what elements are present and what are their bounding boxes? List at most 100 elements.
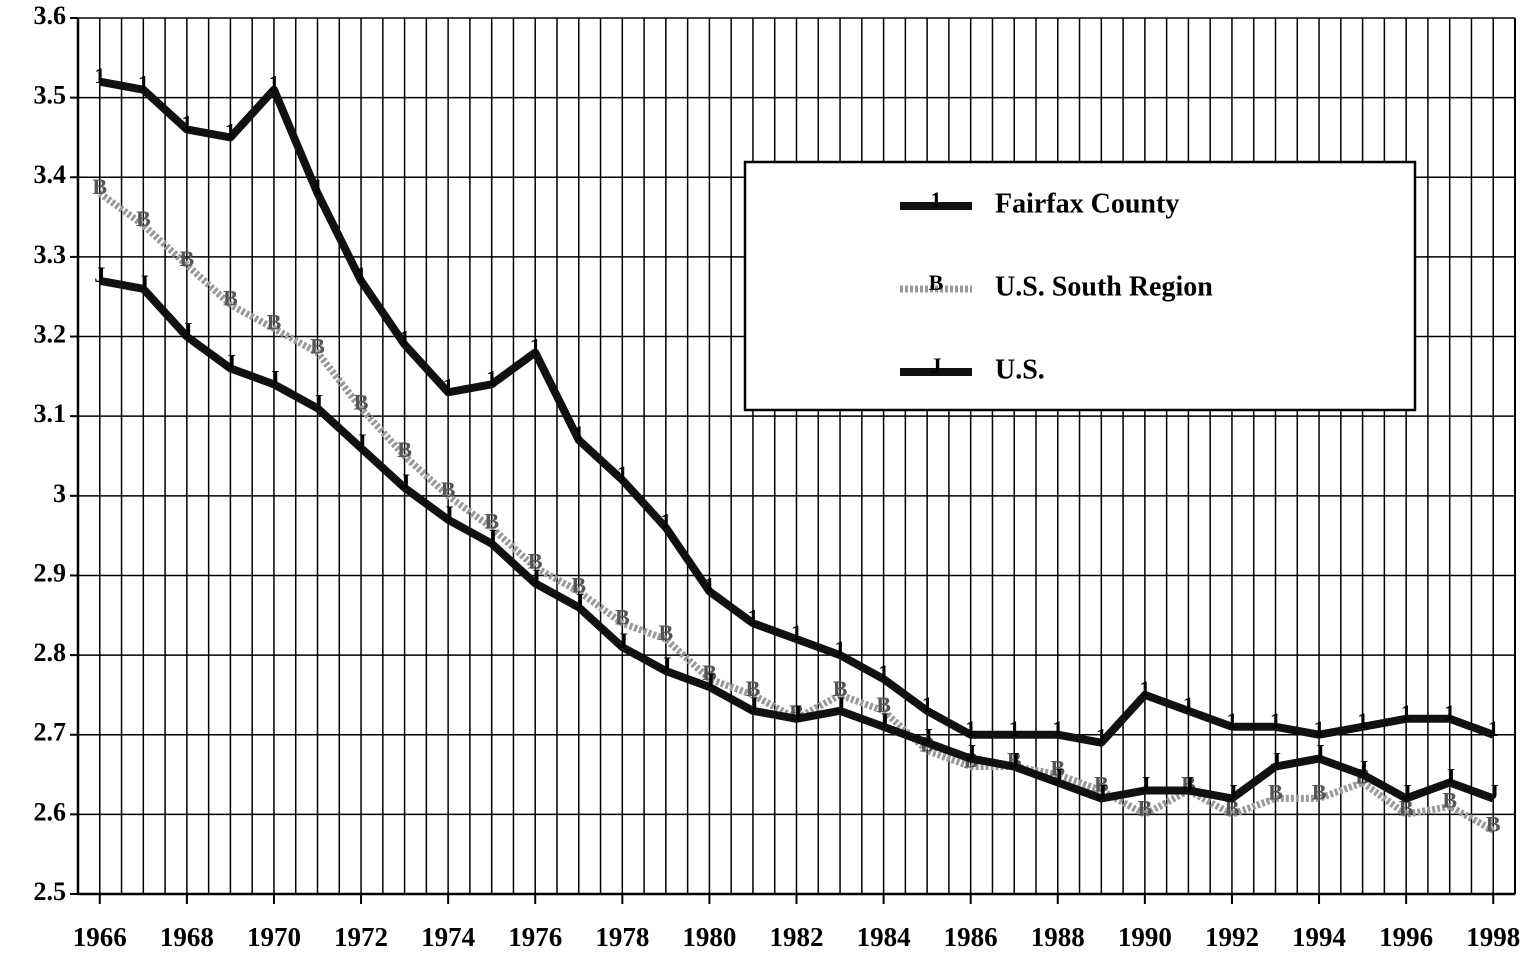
point-marker: J — [268, 365, 279, 390]
point-marker: J — [660, 652, 671, 677]
point-marker: 1 — [138, 71, 149, 96]
point-marker: 1 — [1226, 708, 1237, 733]
point-marker: J — [1009, 748, 1020, 773]
point-marker: 1 — [1270, 708, 1281, 733]
x-tick-label: 1974 — [421, 922, 475, 952]
point-marker: B — [1442, 787, 1457, 812]
point-marker: 1 — [1401, 700, 1412, 725]
y-tick-label: 2.6 — [34, 797, 67, 826]
point-marker: J — [1052, 764, 1063, 789]
y-tick-label: 3.4 — [34, 160, 67, 189]
point-marker: J — [181, 318, 192, 343]
point-marker: B — [1268, 779, 1283, 804]
point-marker: 1 — [1314, 716, 1325, 741]
legend-marker: 1 — [931, 187, 942, 212]
point-marker: 1 — [225, 119, 236, 144]
point-marker: J — [1183, 772, 1194, 797]
x-tick-label: 1982 — [770, 922, 824, 952]
point-marker: J — [1357, 756, 1368, 781]
point-marker: 1 — [1444, 700, 1455, 725]
x-tick-label: 1968 — [160, 922, 214, 952]
x-tick-label: 1990 — [1118, 922, 1172, 952]
y-tick-label: 3.2 — [34, 320, 67, 349]
point-marker: J — [138, 270, 149, 295]
point-marker: J — [225, 349, 236, 374]
point-marker: 1 — [312, 174, 323, 199]
point-marker: B — [484, 509, 499, 534]
legend-label: U.S. South Region — [995, 271, 1213, 302]
point-marker: J — [1226, 779, 1237, 804]
point-marker: 1 — [791, 620, 802, 645]
x-tick-label: 1966 — [73, 922, 127, 952]
point-marker: 1 — [356, 262, 367, 287]
x-tick-label: 1994 — [1292, 922, 1346, 952]
legend-marker: B — [929, 270, 944, 295]
point-marker: 1 — [1357, 708, 1368, 733]
point-marker: 1 — [835, 636, 846, 661]
point-marker: 1 — [1096, 724, 1107, 749]
point-marker: J — [1314, 740, 1325, 765]
point-marker: B — [1312, 779, 1327, 804]
y-tick-label: 2.5 — [34, 877, 67, 906]
point-marker: J — [486, 525, 497, 550]
point-marker: J — [356, 429, 367, 454]
point-marker: J — [1270, 748, 1281, 773]
point-marker: B — [180, 246, 195, 271]
x-tick-label: 1986 — [944, 922, 998, 952]
legend-label: Fairfax County — [995, 188, 1179, 219]
point-marker: B — [441, 477, 456, 502]
point-marker: J — [443, 501, 454, 526]
point-marker: J — [704, 668, 715, 693]
point-marker: 1 — [965, 716, 976, 741]
point-marker: J — [399, 469, 410, 494]
point-marker: J — [94, 262, 105, 287]
point-marker: J — [1401, 779, 1412, 804]
point-marker: B — [702, 660, 717, 685]
point-marker: B — [1486, 811, 1501, 836]
point-marker: B — [310, 334, 325, 359]
point-marker: 1 — [1009, 716, 1020, 741]
point-marker: B — [615, 604, 630, 629]
x-tick-label: 1998 — [1466, 922, 1520, 952]
point-marker: 1 — [747, 604, 758, 629]
point-marker: 1 — [1488, 716, 1499, 741]
point-marker: 1 — [399, 326, 410, 351]
point-marker: B — [92, 174, 107, 199]
y-tick-label: 3.3 — [34, 240, 67, 269]
y-tick-label: 3.1 — [34, 399, 67, 428]
point-marker: B — [833, 676, 848, 701]
legend: 1 Fairfax County B U.S. South Region J U.S. — [743, 160, 1417, 412]
point-marker: 1 — [1183, 692, 1194, 717]
y-tick-label: 2.9 — [34, 558, 67, 587]
legend-label: U.S. — [995, 354, 1045, 385]
x-tick-label: 1970 — [247, 922, 301, 952]
point-marker: B — [659, 620, 674, 645]
point-marker: 1 — [660, 509, 671, 534]
point-marker: B — [528, 549, 543, 574]
point-marker: 1 — [1139, 676, 1150, 701]
point-marker: 1 — [617, 461, 628, 486]
y-tick-label: 2.7 — [34, 718, 67, 747]
point-marker: B — [223, 286, 238, 311]
point-marker: 1 — [443, 373, 454, 398]
point-marker: 1 — [573, 421, 584, 446]
x-tick-label: 1972 — [334, 922, 388, 952]
legend-marker: J — [931, 353, 942, 378]
point-marker: J — [1488, 779, 1499, 804]
point-marker: J — [965, 740, 976, 765]
x-tick-label: 1996 — [1379, 922, 1433, 952]
point-marker: J — [312, 389, 323, 414]
point-marker: 1 — [704, 572, 715, 597]
y-tick-label: 3.5 — [34, 81, 67, 110]
point-marker: 1 — [268, 71, 279, 96]
point-marker: J — [878, 708, 889, 733]
point-marker: 1 — [94, 63, 105, 88]
point-marker: B — [571, 572, 586, 597]
point-marker: B — [136, 206, 151, 231]
point-marker: J — [791, 700, 802, 725]
y-tick-label: 3.6 — [34, 1, 67, 30]
x-tick-label: 1978 — [595, 922, 649, 952]
y-tick-label: 2.8 — [34, 638, 67, 667]
